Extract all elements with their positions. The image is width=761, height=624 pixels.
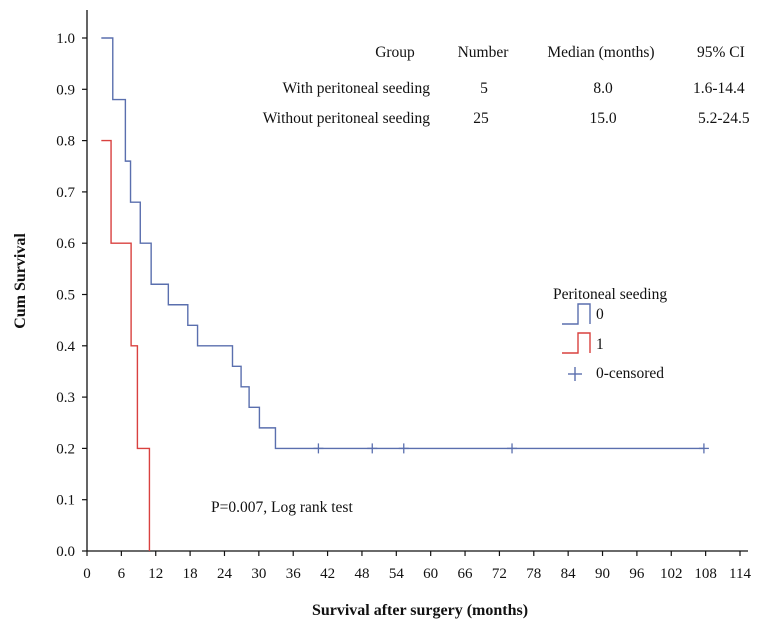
- table-header-median: Median (months): [547, 44, 654, 61]
- series-line-1: [101, 139, 151, 551]
- y-axis-label: Cum Survival: [12, 233, 29, 329]
- legend: Peritoneal seeding 0 1 0-censored: [553, 286, 667, 382]
- x-tick-label: 48: [354, 566, 369, 582]
- x-tick-label: 78: [526, 566, 541, 582]
- x-tick-label: 108: [694, 566, 717, 582]
- table-row-2-group: Without peritoneal seeding: [263, 110, 430, 127]
- y-tick-label: 0.0: [56, 544, 75, 560]
- x-tick-label: 102: [660, 566, 683, 582]
- censor-mark: [698, 443, 709, 454]
- y-tick-label: 0.2: [56, 441, 75, 457]
- x-tick-label: 36: [286, 566, 302, 582]
- y-tick-label: 0.5: [56, 288, 75, 304]
- y-tick-label: 0.7: [56, 185, 75, 201]
- table-header-group: Group: [375, 44, 415, 61]
- x-tick-label: 60: [423, 566, 438, 582]
- x-tick-label: 66: [458, 566, 474, 582]
- series-lines: [101, 37, 704, 551]
- x-tick-label: 114: [729, 566, 751, 582]
- x-tick-label: 96: [629, 566, 645, 582]
- table-row-1-median: 8.0: [593, 80, 613, 97]
- x-tick-label: 18: [183, 566, 198, 582]
- legend-label-1: 1: [596, 336, 604, 353]
- y-tick-label: 1.0: [56, 31, 75, 47]
- censor-mark: [507, 443, 518, 454]
- y-tick-label: 0.8: [56, 134, 75, 150]
- x-tick-label: 24: [217, 566, 233, 582]
- table-row-1-group: With peritoneal seeding: [283, 80, 431, 97]
- y-tick-label: 0.6: [56, 236, 75, 252]
- axis-ticks: 0 6 12 18 24 30 36 42 48 54 60 66 72 78 84 90 96 102 108 11…: [56, 31, 751, 582]
- y-tick-label: 0.4: [56, 339, 75, 355]
- legend-title: Peritoneal seeding: [553, 286, 667, 303]
- y-tick-label: 0.9: [56, 82, 75, 98]
- y-tick-label: 0.1: [56, 493, 75, 509]
- x-tick-label: 6: [118, 566, 126, 582]
- legend-censored-marker: [568, 367, 582, 381]
- table-row-2-median: 15.0: [589, 110, 616, 127]
- table-row-2-number: 25: [473, 110, 489, 127]
- censor-mark: [398, 443, 409, 454]
- x-tick-label: 30: [251, 566, 266, 582]
- table-row-2-ci: 5.2-24.5: [698, 110, 750, 127]
- x-tick-label: 72: [492, 566, 507, 582]
- x-tick-label: 84: [561, 566, 577, 582]
- censor-marks: [313, 443, 709, 454]
- legend-label-0: 0: [596, 306, 604, 323]
- x-tick-label: 90: [595, 566, 610, 582]
- y-tick-label: 0.3: [56, 390, 75, 406]
- censor-mark: [313, 443, 324, 454]
- summary-table: Group Number Median (months) 95% CI With…: [263, 44, 750, 127]
- legend-swatch-0: [562, 303, 591, 325]
- table-row-1-number: 5: [480, 80, 488, 97]
- table-header-ci: 95% CI: [697, 44, 745, 61]
- log-rank-annotation: P=0.007, Log rank test: [211, 499, 353, 516]
- table-row-1-ci: 1.6-14.4: [693, 80, 745, 97]
- x-tick-label: 12: [148, 566, 163, 582]
- x-tick-label: 54: [389, 566, 405, 582]
- series-line-0: [101, 37, 704, 450]
- x-axis-label: Survival after surgery (months): [312, 602, 528, 619]
- x-tick-label: 42: [320, 566, 335, 582]
- censor-mark: [367, 443, 378, 454]
- x-tick-label: 0: [83, 566, 91, 582]
- legend-swatch-1: [562, 332, 591, 354]
- legend-label-censored: 0-censored: [596, 365, 664, 382]
- table-header-number: Number: [458, 44, 510, 61]
